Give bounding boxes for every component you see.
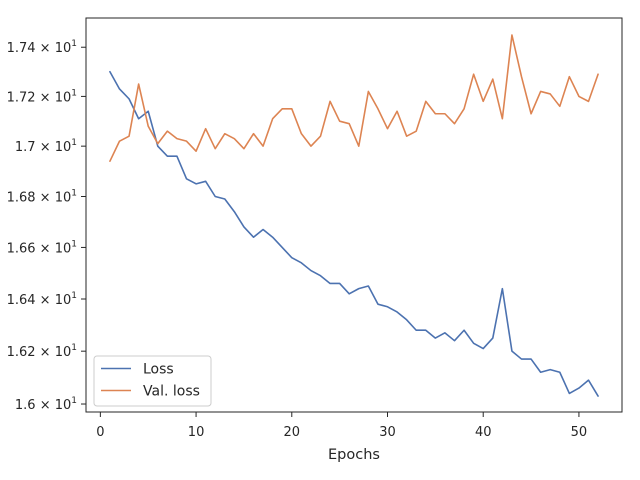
plot-area (85, 17, 623, 413)
x-tick-label: 50 (571, 425, 588, 440)
series-line-val-loss (109, 34, 599, 162)
y-tick-label: 1.72 × 101 (7, 88, 77, 105)
x-tick-label: 40 (475, 425, 492, 440)
y-tick-label: 1.64 × 101 (7, 291, 77, 308)
x-tick-label: 20 (284, 425, 301, 440)
x-axis: 0 10 20 30 40 50 (96, 412, 587, 440)
x-axis-label: Epochs (328, 447, 380, 463)
y-axis: 1.6 × 101 1.62 × 101 1.64 × 101 1.66 × 101 1… (7, 39, 86, 413)
y-tick-label: 1.6 × 101 (15, 396, 77, 413)
legend-label-loss: Loss (143, 362, 174, 378)
series-layer (109, 34, 599, 397)
legend: Loss Val. loss (93, 355, 212, 407)
series-line-loss (109, 70, 599, 397)
y-tick-label: 1.68 × 101 (7, 188, 77, 205)
x-tick-label: 30 (379, 425, 396, 440)
y-tick-label: 1.66 × 101 (7, 239, 77, 256)
y-tick-label: 1.74 × 101 (7, 39, 77, 56)
x-tick-label: 10 (188, 425, 205, 440)
legend-label-val-loss: Val. loss (143, 384, 200, 400)
x-tick-label: 0 (96, 425, 104, 440)
y-tick-label: 1.7 × 101 (15, 138, 77, 155)
y-tick-label: 1.62 × 101 (7, 343, 77, 360)
